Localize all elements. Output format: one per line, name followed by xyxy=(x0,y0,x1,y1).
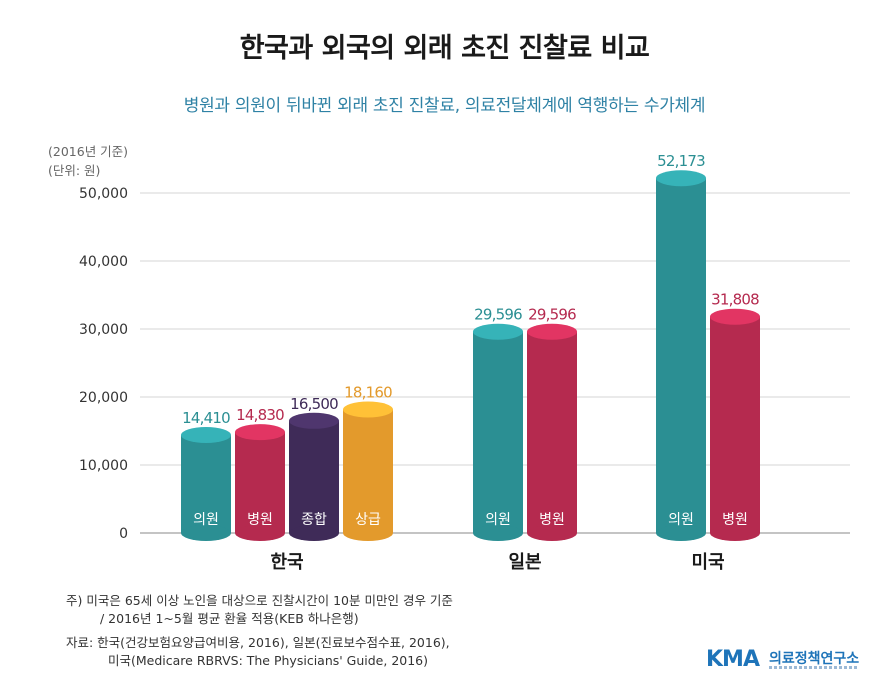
bar-category-label: 병원 xyxy=(247,512,273,528)
source-line-2: 미국(Medicare RBRVS: The Physicians' Guide… xyxy=(108,653,429,668)
bar xyxy=(343,409,393,533)
bar-base xyxy=(181,525,231,541)
bar-cap xyxy=(527,323,577,340)
logo-name: 의료정책연구소 xyxy=(769,651,860,667)
bar-cap xyxy=(181,427,231,444)
data-label: 29,596 xyxy=(528,306,576,324)
bar xyxy=(527,331,577,533)
bar xyxy=(289,420,339,533)
bar-base xyxy=(656,525,706,541)
y-tick-label: 50,000 xyxy=(79,186,128,202)
data-label: 14,410 xyxy=(182,409,230,427)
base-year-note: (2016년 기준) xyxy=(48,144,129,159)
group-label: 일본 xyxy=(508,552,541,573)
bar-base xyxy=(343,525,393,541)
footnote-line-2: / 2016년 1~5월 평균 환율 적용(KEB 하나은행) xyxy=(100,611,359,626)
bar-cap xyxy=(473,323,523,340)
y-tick-label: 10,000 xyxy=(79,458,128,474)
bar-cap xyxy=(343,401,393,418)
bar-base xyxy=(473,525,523,541)
bar-category-label: 병원 xyxy=(722,512,748,528)
bar-cap xyxy=(710,308,760,325)
source-line-1: 자료: 한국(건강보험요양급여비용, 2016), 일본(진료보수점수표, 20… xyxy=(66,635,450,650)
data-label: 16,500 xyxy=(290,395,338,413)
bar-category-label: 의원 xyxy=(485,512,511,528)
logo-mark: KMA xyxy=(706,647,760,672)
bar xyxy=(181,435,231,533)
data-label: 31,808 xyxy=(711,291,759,309)
chart-title: 한국과 외국의 외래 초진 진찰료 비교 xyxy=(239,33,650,64)
data-label: 14,830 xyxy=(236,406,284,424)
bar-category-label: 의원 xyxy=(193,512,219,528)
y-tick-label: 0 xyxy=(119,526,128,542)
group-label: 미국 xyxy=(691,552,724,573)
bar-category-label: 상급 xyxy=(355,512,381,528)
bar-base xyxy=(289,525,339,541)
group-label: 한국 xyxy=(270,552,303,573)
bar xyxy=(710,316,760,533)
y-tick-label: 20,000 xyxy=(79,390,128,406)
bar-category-label: 의원 xyxy=(668,512,694,528)
bar-category-label: 병원 xyxy=(539,512,565,528)
chart-subtitle: 병원과 의원이 뒤바뀐 외래 초진 진찰료, 의료전달체계에 역행하는 수가체계 xyxy=(183,96,706,116)
bar xyxy=(656,178,706,533)
data-label: 52,173 xyxy=(657,152,705,170)
bar-base xyxy=(710,525,760,541)
bar xyxy=(235,432,285,533)
unit-note: (단위: 원) xyxy=(48,163,101,178)
data-label: 29,596 xyxy=(474,306,522,324)
y-tick-label: 40,000 xyxy=(79,254,128,270)
bar-cap xyxy=(289,412,339,429)
bar-cap xyxy=(235,424,285,441)
bar xyxy=(473,331,523,533)
bar-base xyxy=(527,525,577,541)
bar-cap xyxy=(656,170,706,187)
data-label: 18,160 xyxy=(344,384,392,402)
bar-base xyxy=(235,525,285,541)
logo-subline xyxy=(769,666,859,669)
footnote-line-1: 주) 미국은 65세 이상 노인을 대상으로 진찰시간이 10분 미만인 경우 … xyxy=(66,593,453,608)
y-tick-label: 30,000 xyxy=(79,322,128,338)
bar-category-label: 종합 xyxy=(301,512,327,528)
